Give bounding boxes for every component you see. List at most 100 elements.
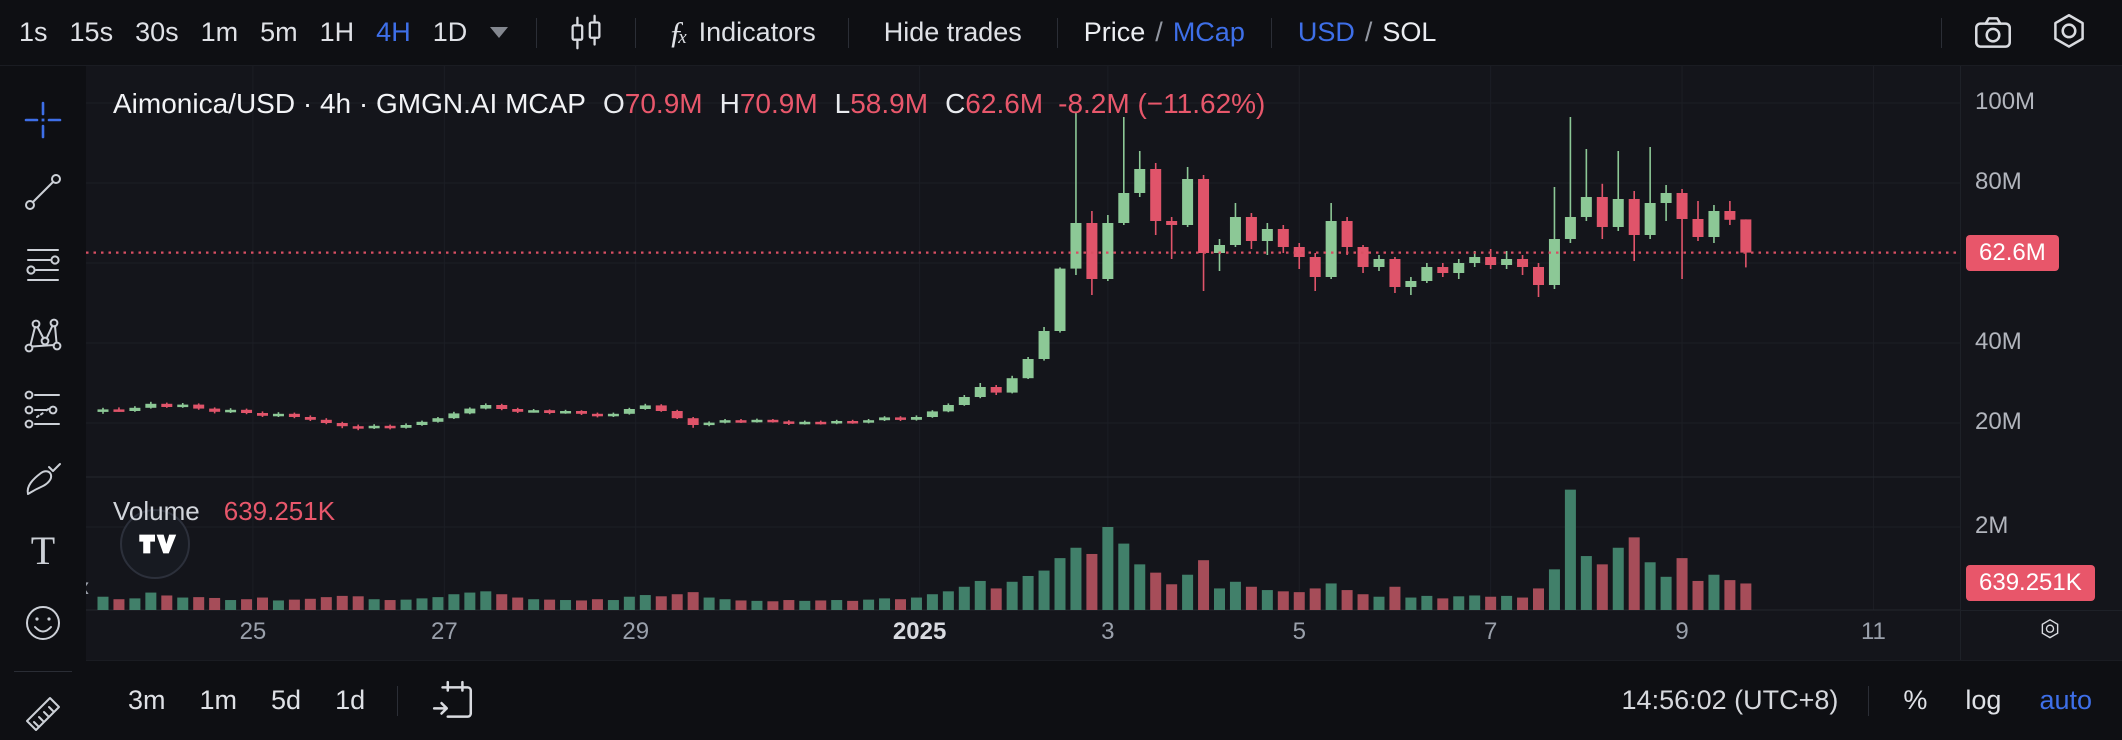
candlestick-icon [571, 14, 601, 49]
toolbar-divider [397, 685, 399, 716]
ruler-icon [26, 697, 60, 732]
timeframe-1s[interactable]: 1s [10, 14, 57, 51]
toolbar-divider [635, 17, 637, 48]
percent-scale-button[interactable]: % [1899, 681, 1931, 720]
time-tick-7: 7 [1483, 618, 1498, 645]
price-tick-80M: 80M [1975, 168, 2022, 195]
candlestick-chart [86, 66, 1960, 611]
drawing-tools-sidebar: T [0, 66, 86, 740]
trend-line-tool-button[interactable] [15, 164, 71, 220]
measure-tool-button[interactable] [15, 684, 71, 740]
toolbar-divider [1941, 17, 1942, 48]
volume-bars-layer [97, 489, 1752, 610]
text-tool-button[interactable]: T [15, 523, 71, 579]
forecast-lines-icon [24, 390, 60, 428]
trend-line-icon [25, 173, 61, 210]
crosshair-icon [24, 101, 62, 139]
timeframe-1h[interactable]: 1H [311, 14, 364, 51]
chart-settings-button[interactable] [2044, 8, 2094, 58]
clock-timezone[interactable]: 14:56:02 (UTC+8) [1621, 685, 1839, 715]
toolbar-divider [1270, 17, 1272, 48]
usd-option[interactable]: USD [1297, 17, 1355, 47]
axis-settings-button[interactable] [2030, 609, 2070, 651]
timeframe-4h[interactable]: 4H [367, 14, 420, 51]
last-price-badge: 62.6M [1966, 234, 2059, 271]
slash-separator: / [1155, 17, 1163, 47]
high-value: 70.9M [739, 88, 818, 119]
close-label: C [945, 88, 966, 119]
screenshot-button[interactable] [1968, 8, 2018, 58]
range-3m[interactable]: 3m [126, 681, 168, 720]
log-scale-button[interactable]: log [1961, 681, 2005, 720]
indicators-button[interactable]: ƒx Indicators [662, 13, 822, 52]
range-5d[interactable]: 5d [269, 681, 303, 720]
timeframe-5m[interactable]: 5m [251, 14, 307, 51]
last-volume-badge: 639.251K [1966, 565, 2095, 602]
timeframe-group: 1s 15s 30s 1m 5m 1H 4H 1D [10, 14, 476, 51]
projection-tool-button[interactable] [15, 380, 71, 436]
grid-layer [86, 66, 1960, 611]
time-tick-2025: 2025 [892, 618, 947, 645]
sidebar-divider [14, 671, 72, 673]
chart-legend: Aimonica/USD · 4h · GMGN.AI MCAP O 70.9M … [113, 88, 1265, 120]
close-value: 62.6M [965, 88, 1044, 119]
price-mcap-toggle: Price / MCap [1084, 17, 1245, 48]
time-tick-3: 3 [1101, 618, 1115, 645]
fx-icon: ƒx [668, 14, 687, 50]
time-tick-29: 29 [622, 618, 650, 645]
price-tick-20M: 20M [1975, 408, 2022, 435]
toolbar-divider [1868, 685, 1870, 716]
candles-layer [97, 113, 1752, 431]
timeframe-1d[interactable]: 1D [424, 14, 477, 51]
range-group: 3m 1m 5d 1d [126, 681, 367, 720]
brush-tool-button[interactable] [15, 451, 71, 507]
emoji-tool-button[interactable] [15, 595, 71, 651]
range-1m[interactable]: 1m [198, 681, 240, 720]
goto-date-button[interactable] [428, 676, 478, 726]
timeframe-1m[interactable]: 1m [192, 14, 248, 51]
price-tick-40M: 40M [1975, 328, 2022, 355]
auto-scale-button[interactable]: auto [2035, 681, 2096, 720]
toolbar-divider [1056, 17, 1058, 48]
horizontal-lines-icon [26, 248, 60, 281]
low-value: 58.9M [850, 88, 929, 119]
indicators-label: Indicators [698, 17, 816, 47]
chart-canvas[interactable]: Aimonica/USD · 4h · GMGN.AI MCAP O 70.9M … [73, 66, 1960, 660]
timeframe-30s[interactable]: 30s [126, 14, 188, 51]
tradingview-logo[interactable] [120, 509, 190, 579]
range-1d[interactable]: 1d [333, 681, 367, 720]
volume-legend: Volume 639.251K [113, 496, 335, 527]
usd-sol-toggle: USD / SOL [1298, 17, 1437, 48]
sol-option[interactable]: SOL [1382, 17, 1437, 47]
volume-tick-2M: 2M [1975, 512, 2009, 539]
symbol-title: Aimonica/USD · 4h · GMGN.AI MCAP [113, 88, 586, 119]
time-tick-5: 5 [1292, 618, 1306, 645]
change-value: -8.2M (−11.62%) [1058, 88, 1266, 119]
price-option[interactable]: Price [1083, 17, 1146, 47]
mcap-option[interactable]: MCap [1172, 17, 1245, 47]
crosshair-tool-button[interactable] [15, 92, 71, 148]
chevron-down-icon [490, 27, 509, 38]
mini-gear-icon [2041, 619, 2059, 639]
chart-toolbar: 1s 15s 30s 1m 5m 1H 4H 1D ƒx Indicators Hide tr… [0, 0, 2122, 66]
volume-value: 639.251K [223, 496, 336, 526]
text-icon: T [30, 528, 56, 574]
xabcd-pattern-icon [24, 318, 62, 353]
fib-retracement-tool-button[interactable] [15, 236, 71, 292]
candle-style-button[interactable] [563, 10, 609, 56]
bottom-toolbar: 3m 1m 5d 1d 14:56:02 (UTC+8) % log auto [86, 660, 2122, 740]
tradingview-mark-icon [139, 534, 177, 554]
timeframe-15s[interactable]: 15s [61, 14, 123, 51]
slash-separator: / [1364, 17, 1373, 47]
smiley-icon [26, 606, 60, 641]
open-label: O [602, 88, 625, 119]
pattern-tool-button[interactable] [15, 308, 71, 364]
hide-trades-button[interactable]: Hide trades [875, 14, 1031, 51]
gear-icon [2054, 13, 2084, 48]
price-tick-100M: 100M [1975, 88, 2036, 115]
calendar-arrow-icon [433, 680, 473, 718]
time-tick-25: 25 [239, 618, 267, 645]
toolbar-divider [536, 17, 538, 48]
timeframe-menu-caret[interactable] [488, 25, 510, 40]
